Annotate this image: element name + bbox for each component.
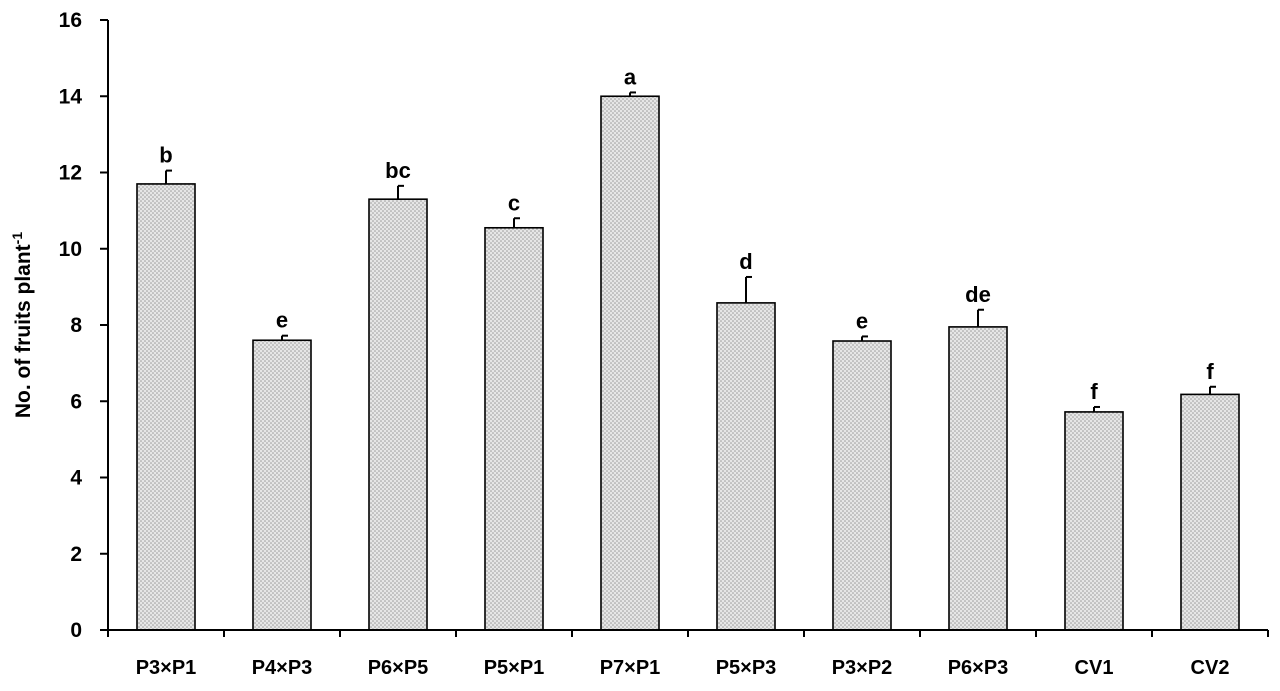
x-tick-label-7: P3×P2 — [832, 657, 893, 679]
significance-label-3: bc — [385, 158, 411, 183]
significance-label-10: f — [1206, 359, 1214, 384]
bar-9 — [1064, 411, 1124, 631]
axes-layer — [100, 19, 1269, 637]
labels-layer: b P3×P1 e P4×P3 bc P6×P5 c P5×P1 a P7×P1 d P5×P3 e P3… — [59, 9, 1230, 679]
y-axis-title: No. of fruits plant-1 — [9, 232, 35, 418]
y-tick-label-12: 12 — [59, 162, 82, 185]
x-tick-label-8: P6×P3 — [948, 657, 1009, 679]
bar-3 — [368, 198, 428, 631]
y-axis-title-text: No. of fruits plant — [12, 244, 35, 418]
y-tick-label-0: 0 — [70, 619, 82, 642]
bar-4 — [484, 226, 544, 631]
bar-2 — [252, 339, 312, 631]
bar-7 — [832, 340, 892, 631]
x-tick-label-6: P5×P3 — [716, 657, 777, 679]
significance-label-2: e — [276, 308, 288, 333]
x-tick-label-2: P4×P3 — [252, 657, 313, 679]
bar-1 — [136, 183, 196, 631]
y-axis-title-superscript: -1 — [9, 232, 25, 245]
significance-label-8: de — [965, 282, 991, 307]
x-tick-label-9: CV1 — [1075, 657, 1114, 679]
y-tick-label-4: 4 — [70, 467, 82, 490]
significance-label-5: a — [624, 64, 637, 89]
x-tick-label-5: P7×P1 — [600, 657, 661, 679]
bar-6 — [716, 302, 776, 631]
x-tick-label-4: P5×P1 — [484, 657, 545, 679]
significance-label-7: e — [856, 308, 868, 333]
significance-label-1: b — [159, 143, 172, 168]
significance-label-6: d — [739, 249, 752, 274]
bar-10 — [1180, 393, 1240, 631]
x-tick-label-1: P3×P1 — [136, 657, 197, 679]
y-tick-label-2: 2 — [70, 543, 82, 566]
y-tick-label-6: 6 — [70, 390, 82, 413]
significance-label-9: f — [1090, 379, 1098, 404]
y-tick-label-14: 14 — [59, 85, 83, 108]
bar-8 — [948, 326, 1008, 631]
y-tick-label-10: 10 — [59, 238, 82, 261]
significance-label-4: c — [508, 190, 520, 215]
bar-5 — [600, 95, 660, 631]
x-tick-label-3: P6×P5 — [368, 657, 429, 679]
x-tick-label-10: CV2 — [1191, 657, 1230, 679]
y-tick-label-16: 16 — [59, 9, 82, 32]
y-tick-label-8: 8 — [70, 314, 82, 337]
bars-layer — [136, 91, 1240, 631]
